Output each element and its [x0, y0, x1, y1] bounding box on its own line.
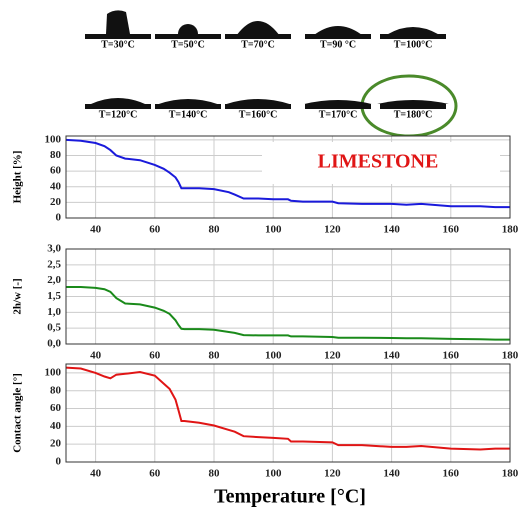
y-axis-label: Height [%] — [12, 151, 24, 204]
x-tick-label: 120 — [324, 468, 341, 480]
x-tick-label: 180 — [502, 468, 518, 480]
x-tick-label: 140 — [383, 468, 400, 480]
y-tick-label: 2,5 — [47, 258, 61, 270]
temperature-label: T=170°C — [319, 109, 358, 120]
y-tick-label: 0 — [56, 456, 62, 468]
temperature-label: T=160°C — [239, 109, 278, 120]
y-tick-label: 0,0 — [47, 338, 61, 350]
substrate — [380, 34, 446, 39]
x-tick-label: 100 — [265, 350, 282, 362]
x-tick-label: 140 — [383, 350, 400, 362]
substrate — [155, 104, 221, 109]
annotation: LIMESTONE — [318, 151, 439, 173]
temperature-label: T=180°C — [394, 109, 433, 120]
substrate — [225, 104, 291, 109]
y-tick-label: 1,0 — [47, 306, 61, 318]
x-axis-label: Temperature [°C] — [214, 486, 366, 508]
x-tick-label: 160 — [443, 224, 460, 236]
x-tick-label: 40 — [90, 350, 102, 362]
droplet — [106, 10, 130, 34]
temperature-label: T=100°C — [394, 39, 433, 50]
droplet — [91, 98, 145, 104]
droplet — [388, 27, 438, 34]
x-tick-label: 40 — [90, 468, 102, 480]
substrate — [85, 104, 151, 109]
x-tick-label: 60 — [149, 350, 161, 362]
x-tick-label: 80 — [209, 468, 221, 480]
substrate — [225, 34, 291, 39]
y-axis-label: 2h/w [-] — [12, 278, 24, 314]
droplet — [237, 21, 279, 34]
substrate — [305, 104, 371, 109]
annotation-bg — [262, 142, 500, 184]
x-tick-label: 180 — [502, 350, 518, 362]
plot-frame — [65, 363, 511, 463]
droplet — [304, 100, 372, 104]
y-tick-label: 20 — [50, 438, 62, 450]
x-tick-label: 60 — [149, 468, 161, 480]
substrate — [155, 34, 221, 39]
y-tick-label: 40 — [50, 420, 62, 432]
x-tick-label: 60 — [149, 224, 161, 236]
data-line — [65, 138, 510, 209]
y-tick-label: 20 — [50, 196, 62, 208]
temperature-label: T=90 °C — [320, 39, 356, 50]
y-tick-label: 60 — [50, 165, 62, 177]
temperature-label: T=30°C — [101, 39, 135, 50]
droplet — [178, 24, 198, 34]
y-tick-label: 2,0 — [47, 274, 61, 286]
x-tick-label: 140 — [383, 224, 400, 236]
x-tick-label: 160 — [443, 468, 460, 480]
data-line — [66, 286, 510, 341]
x-tick-label: 40 — [90, 224, 102, 236]
x-tick-label: 80 — [209, 350, 221, 362]
y-tick-label: 3,0 — [47, 243, 61, 255]
temperature-label: T=70°C — [241, 39, 275, 50]
y-axis-label: Contact angle [°] — [12, 373, 24, 453]
temperature-label: T=50°C — [171, 39, 205, 50]
y-tick-label: 100 — [45, 366, 62, 378]
substrate — [85, 34, 151, 39]
droplet — [377, 100, 449, 104]
y-tick-label: 100 — [45, 133, 62, 145]
plot-frame — [65, 248, 511, 345]
x-tick-label: 80 — [209, 224, 221, 236]
droplet — [158, 99, 218, 104]
temperature-label: T=120°C — [99, 109, 138, 120]
plot-frame — [65, 135, 511, 219]
x-tick-label: 120 — [324, 224, 341, 236]
droplet — [315, 26, 361, 34]
y-tick-label: 0 — [56, 212, 62, 224]
y-tick-label: 40 — [50, 180, 62, 192]
data-line — [65, 366, 510, 451]
x-tick-label: 120 — [324, 350, 341, 362]
plot-area — [65, 363, 511, 463]
y-tick-label: 80 — [50, 384, 62, 396]
y-tick-label: 1,5 — [47, 290, 61, 302]
temperature-label: T=140°C — [169, 109, 208, 120]
droplet — [226, 99, 290, 104]
y-tick-label: 80 — [50, 149, 62, 161]
x-tick-label: 180 — [502, 224, 518, 236]
substrate — [380, 104, 446, 109]
y-tick-label: 60 — [50, 402, 62, 414]
y-tick-label: 0,5 — [47, 322, 61, 334]
x-tick-label: 100 — [265, 224, 282, 236]
x-tick-label: 160 — [443, 350, 460, 362]
substrate — [305, 34, 371, 39]
x-tick-label: 100 — [265, 468, 282, 480]
